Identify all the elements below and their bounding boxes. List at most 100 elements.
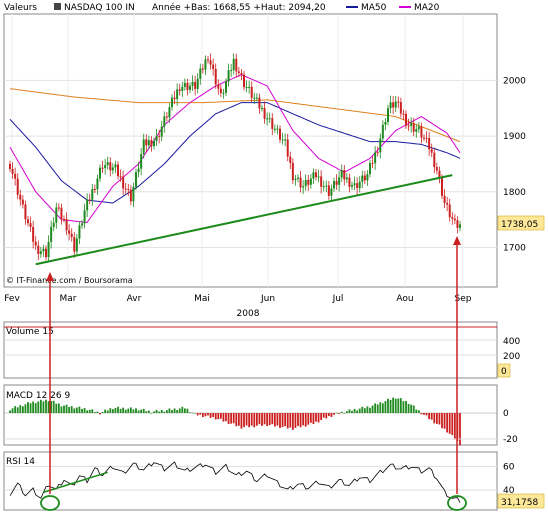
macd-bar: [196, 413, 199, 416]
candle-body: [315, 172, 317, 178]
macd-bar: [417, 410, 420, 413]
candle-body: [217, 84, 220, 89]
candle-body: [75, 238, 78, 252]
macd-bar: [320, 413, 323, 421]
candle-body: [325, 185, 328, 187]
last-value-box: 1738,05: [497, 215, 545, 231]
macd-bar: [261, 413, 263, 426]
candle-body: [186, 82, 189, 90]
candle-body: [312, 172, 315, 179]
candle-body: [81, 223, 83, 226]
macd-bar: [307, 413, 310, 425]
macd-bar: [253, 413, 256, 428]
candle-body: [266, 118, 269, 120]
macd-bar: [50, 401, 53, 413]
candle-body: [399, 102, 402, 114]
macd-bar: [407, 403, 410, 413]
macd-bar: [140, 409, 143, 413]
macd-bar: [304, 413, 307, 427]
candle-body: [348, 177, 351, 187]
macd-bar: [374, 403, 377, 413]
candle-body: [189, 85, 191, 90]
candle-body: [374, 152, 377, 164]
x-tick-label: Fev: [4, 294, 20, 304]
candle-body: [425, 137, 428, 139]
macd-bar: [268, 413, 271, 426]
macd-bar: [212, 413, 215, 418]
macd-bar: [34, 403, 37, 413]
candle-body: [371, 163, 374, 165]
candle-body: [453, 218, 456, 221]
candle-body: [299, 177, 302, 188]
candle-body: [361, 175, 364, 182]
chart-credit: © IT-Finance.com / Boursorama: [6, 276, 133, 285]
macd-bar: [402, 401, 405, 413]
candle-body: [68, 230, 71, 234]
price-y-tick: 1900: [503, 132, 526, 142]
x-tick-label: Aou: [396, 294, 413, 304]
candle-body: [73, 237, 76, 252]
price-y-tick: 2000: [503, 76, 526, 86]
macd-bar: [165, 410, 168, 413]
macd-bar: [248, 413, 251, 428]
macd-bar: [443, 413, 446, 429]
macd-bar: [150, 413, 153, 414]
candle-body: [389, 102, 392, 109]
candle-body: [253, 97, 256, 99]
candle-body: [438, 170, 441, 178]
macd-bar: [245, 413, 248, 426]
macd-bar: [271, 413, 274, 425]
candle-body: [230, 70, 233, 72]
macd-bar: [297, 413, 299, 426]
candle-body: [417, 126, 420, 130]
macd-bar: [345, 411, 348, 413]
candle-body: [114, 164, 117, 168]
macd-bar: [217, 413, 220, 420]
macd-bar: [294, 413, 297, 428]
macd-bar: [435, 413, 438, 424]
candle-body: [50, 226, 53, 242]
macd-bar: [281, 413, 284, 428]
macd-bar: [189, 412, 191, 413]
candle-body: [37, 245, 40, 254]
macd-bar: [240, 413, 243, 429]
candle-body: [317, 176, 320, 178]
macd-bar: [60, 406, 63, 413]
candle-body: [297, 177, 299, 179]
candle-body: [19, 194, 22, 200]
candle-body: [302, 186, 305, 188]
rsi-value-box: [497, 493, 545, 509]
candle-body: [338, 177, 341, 185]
macd-bar: [291, 413, 294, 430]
macd-bar: [279, 413, 281, 428]
candle-body: [428, 138, 431, 150]
macd-bar: [75, 407, 78, 413]
candle-body: [384, 121, 387, 125]
candle-body: [423, 137, 425, 139]
series-swatch: [54, 3, 61, 10]
macd-panel: MACD 12 26 9 -20 0: [3, 384, 518, 446]
highlight-circle: [447, 495, 467, 511]
macd-bar: [191, 412, 194, 414]
macd-bar: [176, 410, 179, 413]
candle-body: [194, 81, 197, 89]
macd-y-tick: 0: [503, 409, 509, 419]
candle-body: [261, 108, 263, 110]
macd-bar: [428, 413, 431, 420]
candle-body: [412, 123, 415, 132]
macd-bar: [42, 401, 45, 413]
macd-bar: [81, 408, 83, 413]
macd-bar: [88, 409, 91, 413]
candle-body: [78, 225, 81, 239]
macd-bar: [263, 413, 266, 425]
macd-bar: [37, 401, 40, 413]
chart-header: Valeurs NASDAQ 100 IN Année +Bas: 1668,5…: [4, 2, 440, 13]
macd-bar: [204, 413, 207, 417]
candle-body: [222, 92, 225, 94]
candle-body: [340, 170, 343, 178]
candle-body: [392, 102, 395, 108]
macd-bar: [168, 408, 171, 413]
candle-body: [140, 154, 143, 169]
candle-body: [415, 129, 418, 132]
candle-body: [207, 59, 209, 61]
